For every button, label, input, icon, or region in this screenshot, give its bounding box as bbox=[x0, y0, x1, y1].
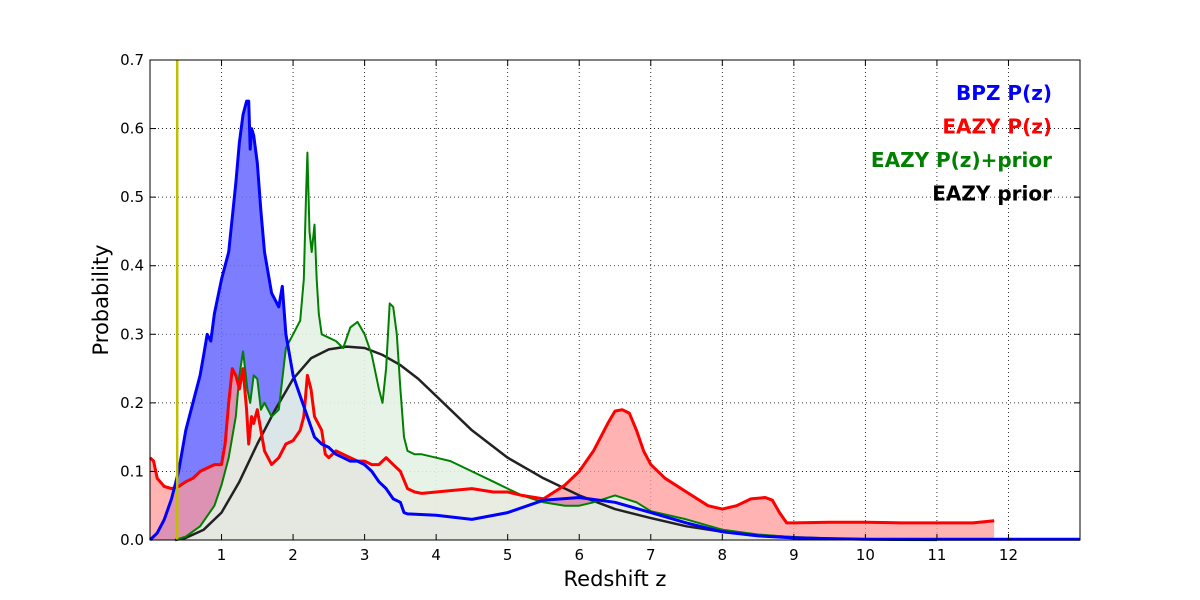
x-tick-label: 12 bbox=[999, 546, 1018, 564]
x-tick-label: 5 bbox=[503, 546, 513, 564]
y-tick-label: 0.2 bbox=[120, 394, 144, 412]
plot-frame bbox=[149, 59, 1081, 541]
axis-ticks: 1 2 3 4 5 6 7 8 9 10 11 120.00.10.20.30.40.50.60.7 bbox=[120, 51, 1080, 564]
x-tick-label: 10 bbox=[856, 546, 875, 564]
series-line-0 bbox=[148, 99, 1080, 542]
y-tick-label: 0.4 bbox=[120, 257, 144, 275]
y-tick-label: 0.0 bbox=[120, 531, 144, 549]
x-tick-label: 2 bbox=[288, 546, 298, 564]
y-tick-label: 0.5 bbox=[120, 188, 144, 206]
x-tick-label: 1 bbox=[217, 546, 227, 564]
legend: BPZ P(z) EAZY P(z) EAZY P(z)+prior EAZY pri… bbox=[871, 81, 1052, 206]
x-tick-label: 7 bbox=[646, 546, 656, 564]
y-tick-label: 0.3 bbox=[120, 325, 144, 343]
series-lines bbox=[148, 99, 1080, 542]
x-axis-title: Redshift z bbox=[564, 567, 667, 591]
series-line-1 bbox=[148, 367, 995, 525]
series-line-2 bbox=[174, 151, 937, 541]
legend-entry: EAZY prior bbox=[932, 182, 1052, 206]
x-tick-label: 9 bbox=[789, 546, 799, 564]
legend-entry: EAZY P(z)+prior bbox=[871, 148, 1052, 172]
legend-entry: BPZ P(z) bbox=[956, 81, 1052, 105]
y-tick-label: 0.7 bbox=[120, 51, 144, 69]
x-tick-label: 6 bbox=[574, 546, 584, 564]
y-axis-title: Probability bbox=[89, 244, 113, 355]
x-tick-label: 4 bbox=[431, 546, 441, 564]
x-tick-label: 8 bbox=[718, 546, 728, 564]
y-tick-label: 0.6 bbox=[120, 120, 144, 138]
x-tick-label: 11 bbox=[927, 546, 946, 564]
legend-entry: EAZY P(z) bbox=[942, 115, 1052, 139]
series-fill-2 bbox=[175, 152, 937, 541]
y-tick-label: 0.1 bbox=[120, 462, 144, 480]
x-tick-label: 3 bbox=[360, 546, 370, 564]
series-fills bbox=[150, 101, 1080, 541]
